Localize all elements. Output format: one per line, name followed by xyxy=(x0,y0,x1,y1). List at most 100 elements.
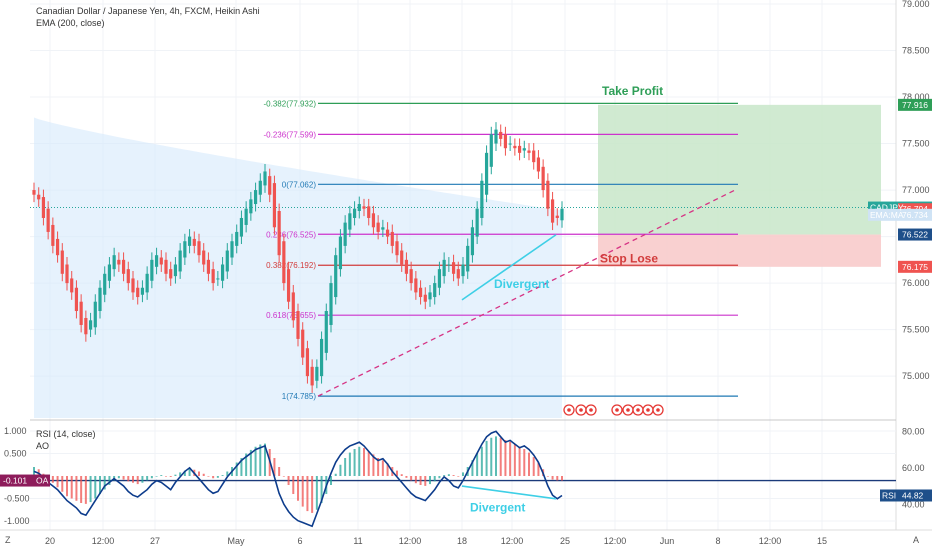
time-tick-label: 27 xyxy=(150,536,160,546)
candle-body xyxy=(536,157,541,172)
ao-bar xyxy=(330,476,332,485)
ao-tag-value: -0.101 xyxy=(3,476,27,486)
candle-body xyxy=(489,134,493,167)
candle-body xyxy=(517,145,522,153)
candle-body xyxy=(503,134,508,149)
price-tick-label: 78.000 xyxy=(902,92,930,102)
ao-bar xyxy=(245,453,248,476)
event-icon-dot xyxy=(626,408,630,412)
time-tick-label: 12:00 xyxy=(604,536,627,546)
price-tag-bg xyxy=(898,208,932,221)
stop-lose-zone xyxy=(598,234,881,267)
candle-body xyxy=(414,278,418,293)
candle-body xyxy=(121,259,126,274)
ao-bar xyxy=(386,463,389,476)
candle-body xyxy=(41,197,46,218)
ao-bar xyxy=(476,453,479,476)
ao-bar xyxy=(259,444,262,476)
candle-body xyxy=(230,241,234,258)
candle-body xyxy=(319,338,324,377)
candle-body xyxy=(197,241,201,256)
candle-body xyxy=(253,190,258,205)
time-tick-label: 8 xyxy=(715,536,720,546)
candle-body xyxy=(475,208,479,237)
time-axis[interactable]: 20 12:00 27 May 6 11 12:00 18 12:00 25 12:00 Jun 8 12… xyxy=(0,529,932,546)
candle-body xyxy=(343,222,347,246)
candle-body xyxy=(235,231,239,246)
ao-bar xyxy=(532,457,535,476)
candle-body xyxy=(291,292,295,321)
ao-bar xyxy=(339,464,342,476)
candle-body xyxy=(46,208,50,232)
time-tick-label: 11 xyxy=(353,536,362,546)
ao-bar xyxy=(457,476,460,477)
symbol-title: Canadian Dollar / Japanese Yen, 4h, FXCM… xyxy=(36,6,260,16)
fib-label: 0(77.062) xyxy=(282,180,317,189)
event-icon-dot xyxy=(646,408,650,412)
candle-body xyxy=(527,150,531,153)
candle-body xyxy=(140,287,145,295)
candle-body xyxy=(268,176,272,195)
ao-bar xyxy=(537,462,540,476)
candle-body xyxy=(126,269,130,284)
candle-body xyxy=(442,259,446,277)
candle-body xyxy=(37,194,41,200)
candle-body xyxy=(70,278,74,293)
candle-body xyxy=(178,250,182,272)
ao-bar xyxy=(306,476,309,512)
time-tick-label: May xyxy=(227,536,245,546)
symbol-tag: CADJPY xyxy=(870,203,904,213)
ao-bar xyxy=(235,462,238,476)
ao-bar xyxy=(155,476,158,477)
candle-body xyxy=(244,208,248,225)
divergent-line-rsi[interactable] xyxy=(461,485,557,500)
zoom-icon[interactable]: Z xyxy=(5,535,11,545)
price-tick-label: 75.000 xyxy=(902,371,930,381)
candle-body xyxy=(112,255,116,270)
ao-bar xyxy=(264,443,266,476)
auto-scale-icon[interactable]: A xyxy=(913,535,919,545)
rsi-pane[interactable]: Divergent RSI (14, close) AO 1.000 0.500 -… xyxy=(0,426,932,528)
price-axis[interactable]: 79.00078.50078.00077.50077.00076.50076.0… xyxy=(868,0,932,530)
candle-body xyxy=(79,301,83,325)
ao-bar xyxy=(315,476,318,510)
ao-bar xyxy=(551,476,554,480)
ao-bar xyxy=(198,471,200,476)
ema-tag-bg xyxy=(868,208,898,221)
time-tick-label: 12:00 xyxy=(759,536,782,546)
ao-bar xyxy=(89,476,92,503)
ao-bar xyxy=(61,476,64,492)
candle-body xyxy=(376,222,380,232)
candle-body xyxy=(381,227,385,230)
candle-body xyxy=(418,287,423,298)
trend-line[interactable] xyxy=(317,189,736,397)
candle-body xyxy=(296,311,300,339)
indicator-title: EMA (200, close) xyxy=(36,18,105,28)
candle-body xyxy=(107,264,112,281)
price-tick-label: 76.000 xyxy=(902,278,930,288)
candle-body xyxy=(225,250,229,272)
ao-bar xyxy=(528,452,530,476)
divergent-line-price[interactable] xyxy=(461,234,557,301)
candle-body xyxy=(103,273,107,295)
candle-body xyxy=(74,287,79,312)
ao-tick-label: 1.000 xyxy=(4,426,27,436)
candle-body xyxy=(136,287,140,298)
time-tick-label: 12:00 xyxy=(399,536,422,546)
ao-bar xyxy=(188,468,191,476)
time-tick-label: 20 xyxy=(45,536,55,546)
ao-bar xyxy=(504,440,507,476)
event-icons[interactable] xyxy=(563,404,664,416)
candle-body xyxy=(466,245,470,272)
event-icon-dot xyxy=(636,408,640,412)
ao-bar xyxy=(150,476,153,479)
ao-bar xyxy=(216,476,219,478)
event-icon-dot xyxy=(656,408,660,412)
price-pane[interactable]: -0.382(77.932) -0.236(77.599) 0(77.062) 0.2… xyxy=(30,0,896,530)
ao-bar xyxy=(438,476,441,479)
ao-bar xyxy=(561,476,563,481)
ao-bar xyxy=(556,476,559,481)
ao-bar xyxy=(212,476,215,479)
candle-body xyxy=(131,278,135,293)
time-tick-label: 25 xyxy=(560,536,570,546)
